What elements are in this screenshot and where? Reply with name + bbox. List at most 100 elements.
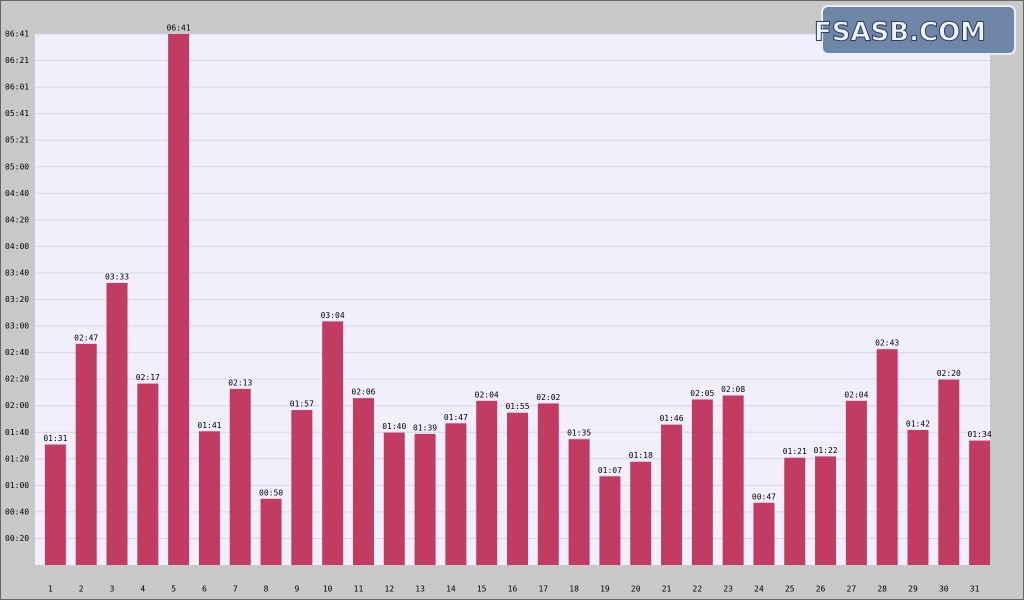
x-tick-label: 19 — [600, 585, 610, 594]
data-label: 02:08 — [721, 385, 745, 394]
x-tick-label: 6 — [202, 585, 207, 594]
data-label: 02:05 — [690, 389, 714, 398]
bar — [907, 429, 929, 565]
data-label: 02:04 — [844, 390, 868, 399]
bar — [630, 461, 652, 565]
bar — [969, 440, 991, 565]
bar — [661, 424, 683, 565]
bar — [445, 423, 467, 565]
bar — [137, 383, 159, 565]
data-label: 01:57 — [290, 400, 314, 409]
data-label: 02:06 — [351, 388, 375, 397]
x-tick-label: 23 — [723, 585, 733, 594]
data-label: 01:41 — [197, 421, 221, 430]
bar — [691, 399, 713, 565]
x-tick-label: 18 — [569, 585, 579, 594]
data-label: 02:04 — [475, 390, 499, 399]
y-tick-label: 03:40 — [5, 268, 29, 277]
y-tick-label: 00:20 — [5, 534, 29, 543]
x-tick-label: 7 — [233, 585, 238, 594]
bar — [260, 498, 282, 565]
data-label: 00:47 — [752, 492, 776, 501]
bar — [322, 321, 344, 565]
y-tick-label: 06:41 — [5, 30, 29, 39]
x-tick-label: 9 — [294, 585, 299, 594]
x-tick-label: 2 — [79, 585, 84, 594]
bar — [383, 432, 405, 565]
y-tick-label: 02:20 — [5, 375, 29, 384]
data-label: 01:39 — [413, 423, 437, 432]
x-tick-label: 12 — [384, 585, 394, 594]
data-label: 01:18 — [629, 451, 653, 460]
y-tick-label: 02:00 — [5, 401, 29, 410]
y-tick-label: 06:21 — [5, 56, 29, 65]
x-tick-label: 5 — [171, 585, 176, 594]
data-label: 02:13 — [228, 378, 252, 387]
x-tick-label: 1 — [48, 585, 53, 594]
bar — [507, 412, 528, 565]
y-tick-label: 02:40 — [5, 348, 29, 357]
y-tick-label: 01:20 — [5, 454, 29, 463]
y-tick-label: 04:00 — [5, 242, 29, 251]
y-tick-label: 05:41 — [5, 109, 29, 118]
x-tick-label: 22 — [693, 585, 703, 594]
data-label: 02:17 — [136, 373, 160, 382]
data-label: 02:43 — [875, 339, 899, 348]
logo-badge — [821, 5, 1016, 55]
y-tick-label: 04:40 — [5, 189, 29, 198]
x-tick-label: 28 — [877, 585, 887, 594]
data-label: 06:41 — [167, 24, 191, 33]
x-tick-label: 15 — [477, 585, 487, 594]
data-label: 01:31 — [43, 434, 67, 443]
data-label: 01:34 — [968, 430, 992, 439]
y-tick-label: 01:40 — [5, 428, 29, 437]
logo: FSASB.COM — [813, 5, 1016, 55]
y-tick-label: 06:01 — [5, 83, 29, 92]
data-label: 01:07 — [598, 466, 622, 475]
bar — [876, 349, 898, 565]
x-tick-label: 11 — [354, 585, 364, 594]
data-label: 03:04 — [321, 311, 345, 320]
data-label: 01:47 — [444, 413, 468, 422]
data-label: 01:42 — [906, 419, 930, 428]
y-tick-label: 01:00 — [5, 481, 29, 490]
bar — [537, 403, 559, 565]
data-label: 01:55 — [505, 402, 529, 411]
bar — [291, 410, 313, 565]
data-label: 02:47 — [74, 333, 98, 342]
data-label: 02:20 — [937, 369, 961, 378]
bar — [229, 388, 251, 565]
bar — [414, 433, 436, 565]
bar — [168, 34, 190, 565]
bar — [198, 431, 220, 565]
x-tick-label: 13 — [415, 585, 425, 594]
x-tick-label: 27 — [847, 585, 857, 594]
x-tick-label: 20 — [631, 585, 641, 594]
y-tick-label: 05:00 — [5, 162, 29, 171]
data-label: 01:21 — [783, 447, 807, 456]
y-tick-label: 04:20 — [5, 215, 29, 224]
x-tick-label: 31 — [970, 585, 980, 594]
x-tick-label: 16 — [508, 585, 518, 594]
data-label: 01:22 — [814, 446, 838, 455]
y-tick-label: 03:20 — [5, 295, 29, 304]
bar — [568, 439, 590, 565]
x-tick-label: 24 — [754, 585, 764, 594]
bar — [938, 379, 960, 565]
x-tick-label: 14 — [446, 585, 456, 594]
bar — [44, 444, 66, 565]
bar — [75, 343, 97, 565]
bar — [845, 400, 867, 565]
x-tick-label: 21 — [662, 585, 672, 594]
x-tick-label: 25 — [785, 585, 795, 594]
bar — [753, 502, 775, 565]
x-tick-label: 3 — [110, 585, 115, 594]
y-tick-label: 05:21 — [5, 136, 29, 145]
bar — [815, 456, 837, 565]
data-label: 01:40 — [382, 422, 406, 431]
bar — [352, 398, 374, 565]
data-label: 02:02 — [536, 393, 560, 402]
x-tick-label: 8 — [264, 585, 269, 594]
bar — [106, 282, 128, 565]
